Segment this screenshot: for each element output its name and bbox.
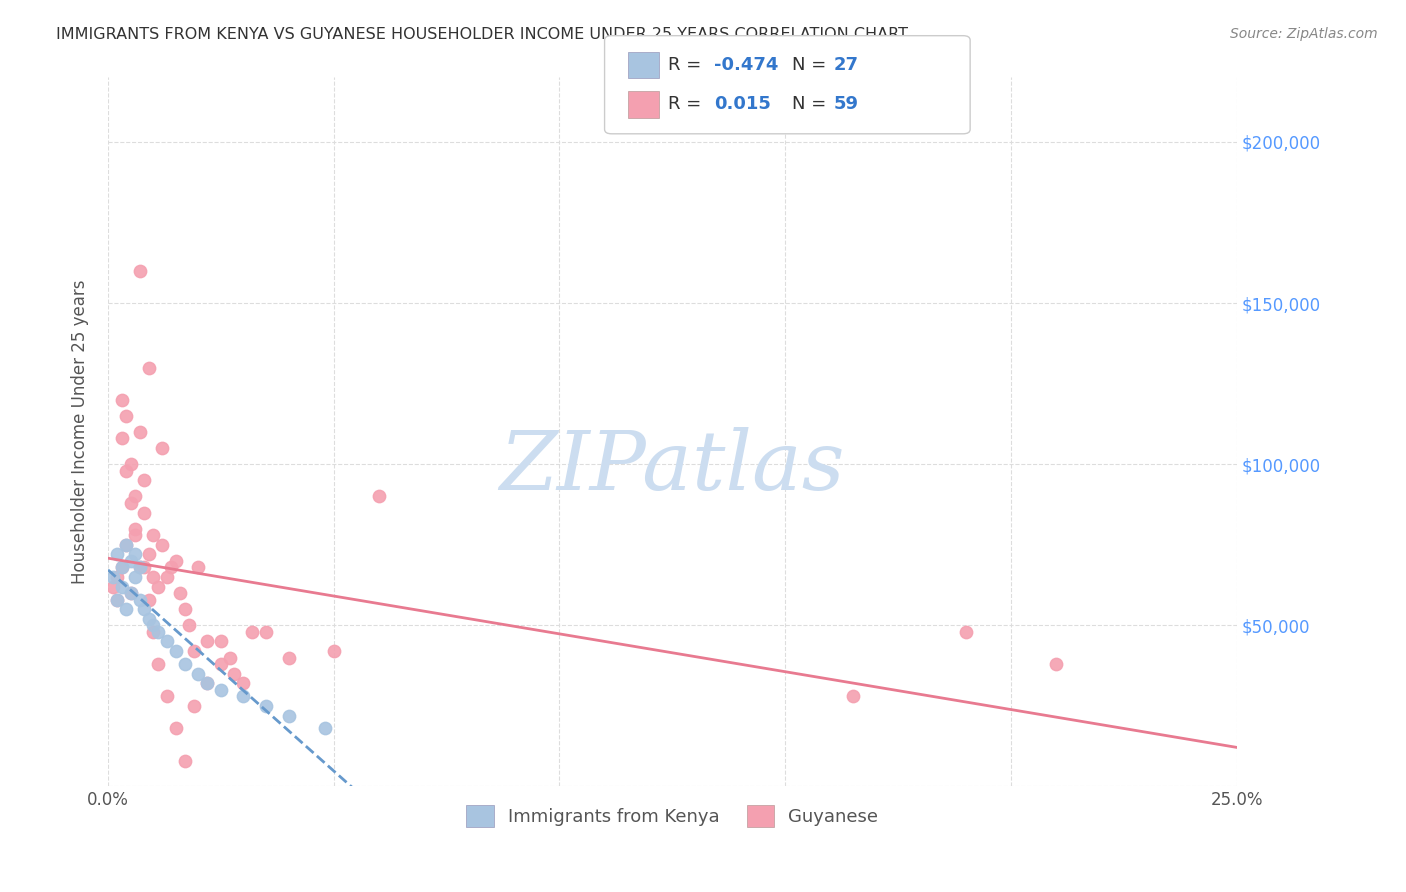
Point <box>1045 657 1067 671</box>
Point <box>124 528 146 542</box>
Point <box>110 580 132 594</box>
Point <box>138 612 160 626</box>
Point <box>277 708 299 723</box>
Point <box>128 560 150 574</box>
Point <box>173 602 195 616</box>
Text: ZIPatlas: ZIPatlas <box>499 427 845 508</box>
Point <box>110 431 132 445</box>
Point <box>165 722 187 736</box>
Point <box>169 586 191 600</box>
Point <box>120 457 142 471</box>
Y-axis label: Householder Income Under 25 years: Householder Income Under 25 years <box>72 280 89 584</box>
Point <box>195 634 218 648</box>
Point <box>179 618 201 632</box>
Point <box>110 560 132 574</box>
Point <box>146 657 169 671</box>
Point <box>142 618 165 632</box>
Point <box>124 490 146 504</box>
Point <box>150 538 173 552</box>
Text: 27: 27 <box>834 56 859 74</box>
Point <box>173 657 195 671</box>
Text: R =: R = <box>668 56 707 74</box>
Point <box>105 592 128 607</box>
Point <box>232 690 254 704</box>
Point <box>219 650 242 665</box>
Point <box>277 650 299 665</box>
Text: Source: ZipAtlas.com: Source: ZipAtlas.com <box>1230 27 1378 41</box>
Point <box>156 634 179 648</box>
Point <box>142 528 165 542</box>
Legend: Immigrants from Kenya, Guyanese: Immigrants from Kenya, Guyanese <box>460 797 886 834</box>
Point <box>195 676 218 690</box>
Point <box>254 698 277 713</box>
Point <box>132 473 155 487</box>
Point <box>128 264 150 278</box>
Text: 0.015: 0.015 <box>714 95 770 113</box>
Point <box>173 754 195 768</box>
Point <box>120 496 142 510</box>
Point <box>105 570 128 584</box>
Point <box>142 624 165 639</box>
Point <box>132 560 155 574</box>
Text: R =: R = <box>668 95 707 113</box>
Point <box>187 666 209 681</box>
Point <box>156 690 179 704</box>
Point <box>132 602 155 616</box>
Point <box>209 634 232 648</box>
Text: -0.474: -0.474 <box>714 56 779 74</box>
Point <box>224 666 246 681</box>
Point <box>120 554 142 568</box>
Point <box>165 644 187 658</box>
Point <box>128 560 150 574</box>
Point <box>242 624 264 639</box>
Text: N =: N = <box>792 95 831 113</box>
Point <box>101 580 124 594</box>
Point <box>120 586 142 600</box>
Text: 59: 59 <box>834 95 859 113</box>
Point <box>138 548 160 562</box>
Text: N =: N = <box>792 56 831 74</box>
Point <box>124 522 146 536</box>
Point <box>146 580 169 594</box>
Point <box>142 570 165 584</box>
Point <box>842 690 865 704</box>
Point <box>187 560 209 574</box>
Point <box>160 560 183 574</box>
Point <box>105 592 128 607</box>
Point <box>132 506 155 520</box>
Point <box>254 624 277 639</box>
Point <box>165 554 187 568</box>
Point <box>124 570 146 584</box>
Point <box>115 538 138 552</box>
Point <box>110 560 132 574</box>
Point <box>232 676 254 690</box>
Point <box>150 441 173 455</box>
Point <box>322 644 344 658</box>
Point <box>209 657 232 671</box>
Point <box>115 602 138 616</box>
Point <box>128 592 150 607</box>
Point <box>105 548 128 562</box>
Point <box>156 570 179 584</box>
Point <box>115 409 138 423</box>
Point <box>195 676 218 690</box>
Point <box>115 464 138 478</box>
Point <box>367 490 389 504</box>
Point <box>138 592 160 607</box>
Point <box>115 538 138 552</box>
Point <box>128 425 150 439</box>
Point <box>183 698 205 713</box>
Point <box>209 682 232 697</box>
Point <box>110 392 132 407</box>
Text: IMMIGRANTS FROM KENYA VS GUYANESE HOUSEHOLDER INCOME UNDER 25 YEARS CORRELATION : IMMIGRANTS FROM KENYA VS GUYANESE HOUSEH… <box>56 27 908 42</box>
Point <box>101 570 124 584</box>
Point <box>314 722 336 736</box>
Point <box>138 360 160 375</box>
Point <box>124 548 146 562</box>
Point <box>120 586 142 600</box>
Point <box>146 624 169 639</box>
Point <box>183 644 205 658</box>
Point <box>955 624 977 639</box>
